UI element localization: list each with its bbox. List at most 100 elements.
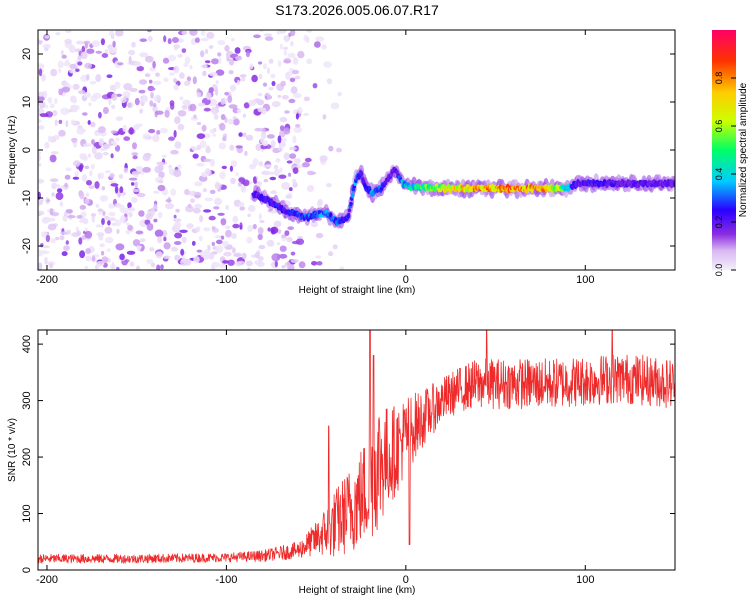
snr-xlabel: Height of straight line (km) [299,585,416,596]
noise-blob [87,120,91,125]
noise-blob [323,61,332,68]
noise-blob [280,80,286,87]
noise-blob [58,129,66,137]
noise-blob [82,218,89,225]
noise-blob [72,176,80,180]
noise-blob [38,63,45,70]
spectrogram-ytick-label: 0 [21,147,33,153]
noise-blob [154,229,164,238]
noise-blob [129,87,138,92]
noise-blob [232,118,240,126]
noise-blob [242,113,247,118]
noise-blob [115,116,124,121]
noise-blob [149,100,154,107]
noise-blob [181,30,188,36]
noise-blob [119,192,125,197]
noise-blob [276,242,281,246]
noise-blob [196,144,202,150]
noise-blob [84,41,89,49]
noise-blob [238,132,243,137]
noise-blob [288,172,292,177]
noise-blob [155,176,164,184]
noise-blob [203,158,212,162]
noise-blob [118,173,124,179]
noise-blob [187,203,192,209]
noise-blob [295,113,299,120]
noise-blob [157,211,163,219]
noise-blob [290,41,294,47]
snr-ticks: -200 -100 0 100 0 100 200 300 400 [21,330,675,586]
figure-title: S173.2026.005.06.07.R17 [275,2,439,18]
noise-blob [281,234,287,239]
noise-blob [49,208,54,216]
noise-blob [189,30,198,36]
noise-blob [139,79,147,85]
noise-blob [86,74,90,81]
noise-blob [41,73,46,82]
noise-blob [80,211,87,217]
noise-blob [314,41,321,48]
noise-blob [288,98,296,104]
noise-blob [79,204,87,210]
noise-blob [285,194,293,199]
noise-blob [99,243,105,248]
noise-blob [271,253,281,262]
noise-blob [131,152,139,156]
noise-blob [77,55,82,61]
noise-blob [211,261,220,268]
noise-blob [258,256,264,262]
noise-blob [258,73,263,80]
noise-blob [126,222,130,226]
noise-blob [50,178,59,182]
noise-blob [42,90,48,99]
noise-blob [204,197,214,202]
noise-blob [220,114,226,121]
colorbar-tick-label: 0.0 [714,264,724,277]
noise-blob [200,37,209,42]
noise-blob [38,91,44,97]
noise-blob [61,251,68,257]
noise-blob [38,151,42,156]
noise-blob [289,153,297,159]
noise-blob [139,238,146,243]
noise-blob [39,113,49,118]
noise-blob [44,35,50,39]
noise-blob [132,188,140,193]
noise-blob [220,98,225,105]
noise-blob [38,95,45,102]
noise-blob [270,73,276,79]
noise-blob [141,95,149,104]
noise-blob [175,208,180,213]
noise-blob [326,78,332,85]
noise-blob [246,267,251,270]
noise-blob [44,141,50,149]
noise-blob [243,102,250,109]
noise-blob [281,265,286,269]
noise-blob [173,65,180,74]
noise-blob [278,141,286,148]
noise-blob [234,47,241,54]
noise-blob [102,106,109,115]
noise-blob [108,203,115,209]
noise-blob [235,172,239,177]
noise-blob [69,45,76,54]
noise-blob [80,51,88,60]
noise-blob [196,162,205,167]
noise-blob [204,168,211,175]
noise-blob [45,234,51,243]
noise-blob [286,236,293,243]
noise-blob [229,165,233,172]
noise-blob [248,205,256,213]
noise-blob [97,208,104,212]
noise-blob [274,168,280,177]
noise-blob [142,166,152,173]
noise-blob [54,183,61,188]
noise-blob [96,232,105,237]
noise-blob [196,133,206,140]
noise-blob [102,152,109,156]
noise-blob [182,99,191,106]
noise-blob [202,70,207,77]
noise-blob [319,155,328,162]
noise-blob [239,225,243,230]
noise-blob [58,119,63,124]
